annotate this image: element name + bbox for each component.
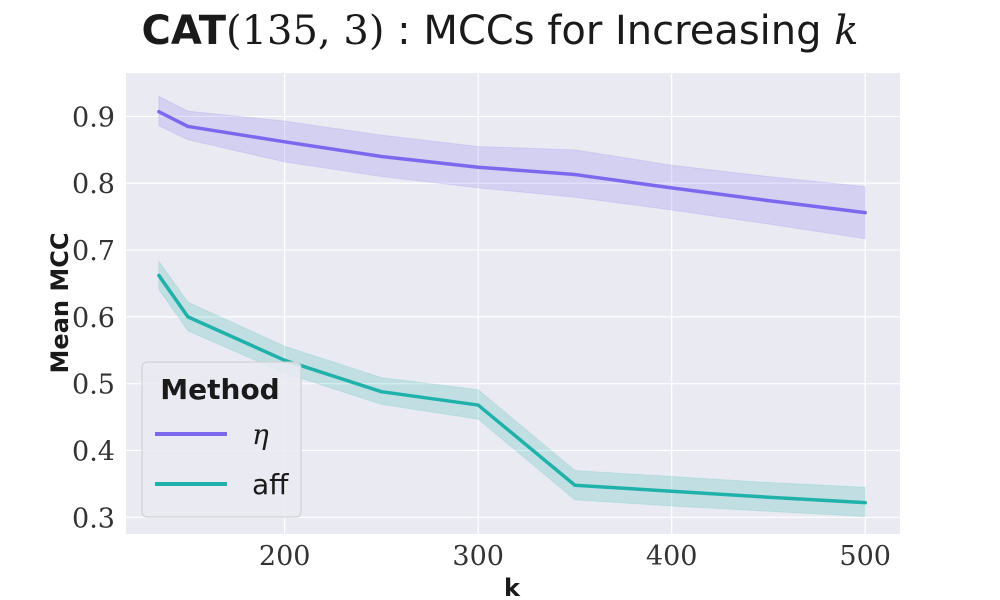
y-tick-label: 0.5 <box>72 370 115 401</box>
data-point-eta <box>573 173 577 177</box>
data-point-aff <box>766 495 770 499</box>
y-ticks: 0.3 0.4 0.5 0.6 0.7 0.8 0.9 <box>72 102 115 534</box>
y-axis-label: Mean MCC <box>46 233 74 374</box>
chart-title: CAT(135, 3) : MCCs for Increasing k <box>0 8 1000 54</box>
y-tick-label: 0.3 <box>72 503 115 534</box>
x-tick-label: 400 <box>646 541 698 572</box>
x-tick-label: 200 <box>259 541 311 572</box>
data-point-aff <box>283 358 287 362</box>
x-tick-label: 300 <box>452 541 504 572</box>
data-point-aff <box>670 489 674 493</box>
x-axis-label: k <box>504 574 521 600</box>
legend-label-eta: η <box>252 418 269 451</box>
legend: Method η aff <box>141 361 302 518</box>
band-eta <box>158 95 866 240</box>
legend-label-aff: aff <box>252 468 289 501</box>
y-tick-label: 0.8 <box>72 169 115 200</box>
y-tick-label: 0.6 <box>72 303 115 334</box>
x-tick-label: 500 <box>839 541 891 572</box>
data-point-eta <box>283 140 287 144</box>
title-args: (135, 3) <box>226 8 385 54</box>
title-bold-part: CAT <box>141 8 227 54</box>
data-point-aff <box>186 315 190 319</box>
data-point-eta <box>670 186 674 190</box>
y-tick-label: 0.9 <box>72 102 115 133</box>
legend-title: Method <box>160 373 279 406</box>
data-point-aff <box>573 483 577 487</box>
series-lines <box>157 110 867 505</box>
title-variable: k <box>834 8 859 54</box>
legend-box <box>141 361 302 518</box>
data-point-eta <box>863 211 867 215</box>
y-tick-label: 0.7 <box>72 236 115 267</box>
data-point-aff <box>476 403 480 407</box>
data-point-aff <box>157 273 161 277</box>
data-point-eta <box>186 124 190 128</box>
y-tick-label: 0.4 <box>72 436 115 467</box>
title-rest: : MCCs for Increasing <box>384 8 835 54</box>
x-ticks: 200 300 400 500 <box>259 541 891 572</box>
data-point-eta <box>379 155 383 159</box>
data-point-eta <box>476 165 480 169</box>
data-point-aff <box>379 390 383 394</box>
data-point-eta <box>157 110 161 114</box>
data-point-aff <box>863 501 867 505</box>
data-point-eta <box>766 199 770 203</box>
